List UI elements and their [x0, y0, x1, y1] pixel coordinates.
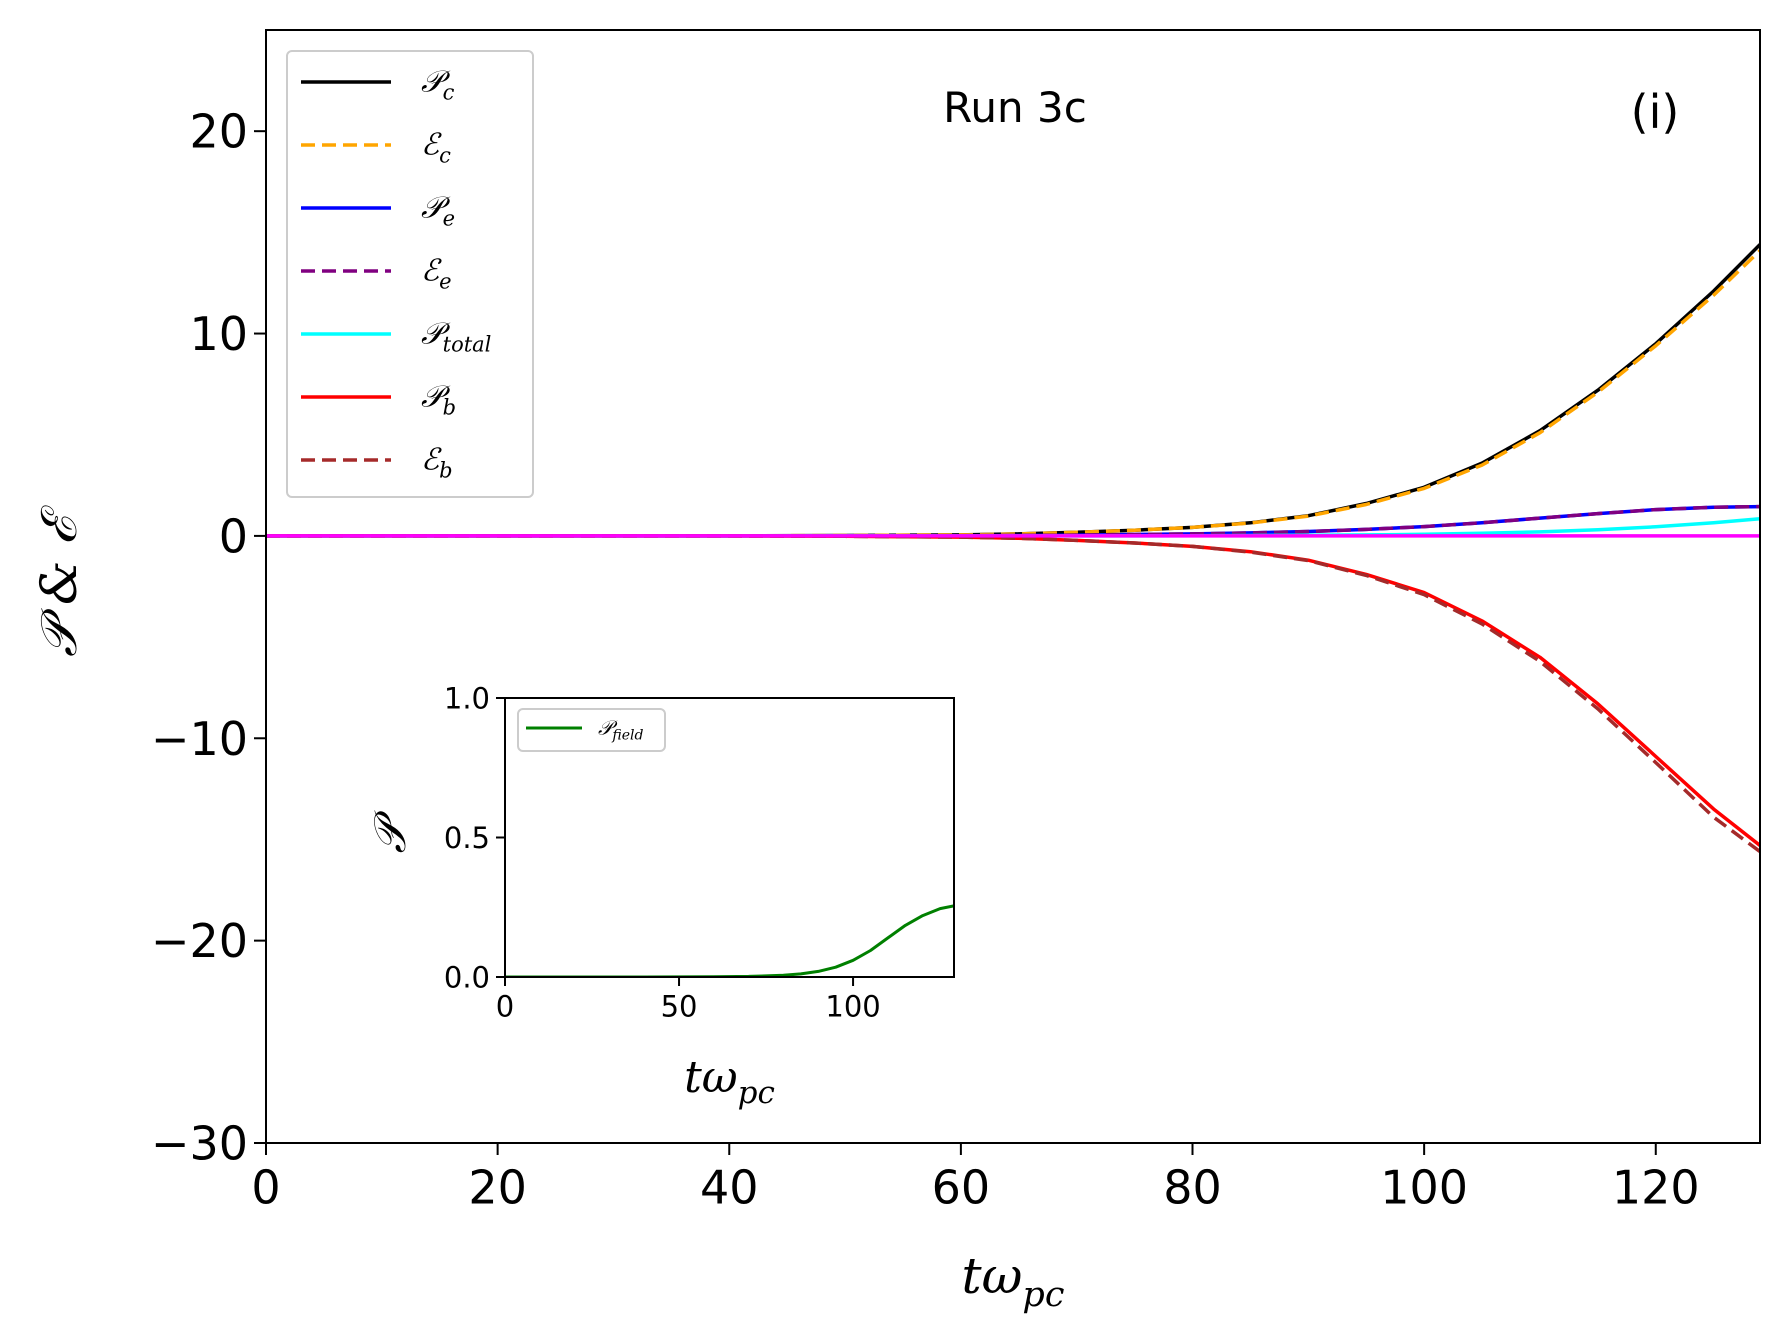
series-lines	[266, 243, 1760, 854]
x-tick-label: 100	[825, 989, 880, 1023]
x-tick-label: 80	[1163, 1160, 1222, 1214]
x-tick-label: 100	[1380, 1160, 1468, 1214]
legend-label-c: ℰc	[421, 128, 451, 168]
x-axis-label: tωpc	[962, 1247, 1065, 1315]
x-axis-label-sub: pc	[738, 1075, 775, 1111]
y-tick-label: 0	[219, 509, 248, 563]
legend-label-c-main: ℰ	[421, 128, 442, 163]
panel-label: (i)	[1631, 85, 1680, 139]
x-axis-label-sub: pc	[1022, 1275, 1064, 1315]
y-tick-label: −10	[151, 712, 248, 766]
legend-box	[517, 708, 666, 752]
x-tick-label: 0	[251, 1160, 280, 1214]
plot-frame	[265, 29, 1761, 1144]
x-axis-label-main: tω	[962, 1247, 1023, 1305]
x-tick-label: 60	[932, 1160, 991, 1214]
legend-label-e-sub: e	[443, 207, 455, 231]
x-tick-label: 20	[468, 1160, 527, 1214]
legend-label-e-sub: e	[439, 270, 451, 294]
y-tick-label: 1.0	[444, 681, 490, 715]
y-tick-label: 0.5	[444, 821, 490, 855]
legend-label-b-sub: b	[439, 459, 452, 483]
y-axis-label: 𝒫 & ℰ	[30, 505, 88, 657]
legend-label-c-sub: c	[439, 144, 451, 168]
y-tick-label: 10	[189, 307, 248, 361]
x-tick-label: 0	[496, 989, 514, 1023]
x-tick-label: 50	[661, 989, 698, 1023]
legend-label-field-sub: field	[611, 727, 643, 743]
y-tick-label: 0.0	[444, 960, 490, 994]
legend-label-e: ℰe	[421, 254, 452, 294]
legend-label-total: 𝒫total	[421, 317, 491, 357]
run-annotation: Run 3c	[943, 83, 1087, 132]
legend-label-b: 𝒫b	[421, 380, 456, 420]
legend-label-b-sub: b	[443, 396, 456, 420]
y-tick-label: −20	[151, 914, 248, 968]
legend-label-b: ℰb	[421, 443, 453, 483]
legend-label-b-main: ℰ	[421, 443, 442, 478]
legend-label-total-sub: total	[443, 333, 492, 357]
y-tick-label: −30	[151, 1117, 248, 1171]
x-axis-label-main: tω	[684, 1052, 738, 1103]
legend-box	[286, 50, 534, 498]
x-tick-label: 120	[1612, 1160, 1700, 1214]
legend: 𝒫field	[517, 708, 666, 752]
legend-label-e-main: ℰ	[421, 254, 442, 289]
y-tick-label: 20	[189, 105, 248, 159]
x-tick-label: 40	[700, 1160, 759, 1214]
x-axis-label: tωpc	[684, 1052, 775, 1111]
legend-label-c-sub: c	[443, 81, 455, 105]
